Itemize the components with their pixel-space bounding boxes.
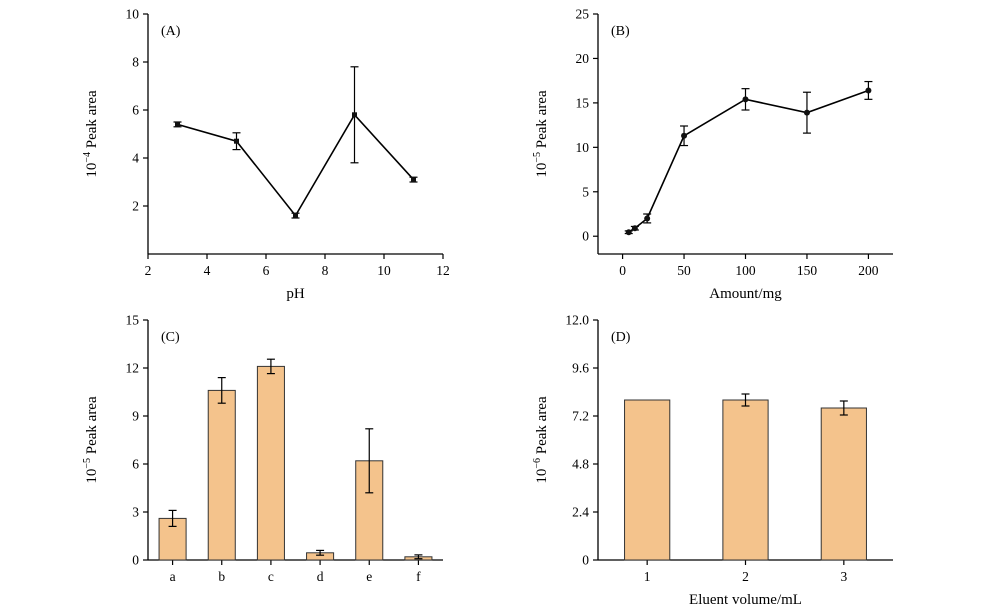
data-line	[177, 113, 415, 218]
y-tick-label: 20	[576, 51, 590, 66]
bar	[820, 407, 867, 561]
y-tick-label: 9.6	[572, 361, 589, 376]
y-tick-label: 10	[126, 7, 140, 22]
y-tick-label: 12	[126, 361, 140, 376]
x-tick-label: 0	[619, 263, 626, 278]
y-tick-label: 5	[582, 184, 589, 199]
data-point	[644, 215, 651, 222]
x-tick-label: 200	[858, 263, 879, 278]
y-tick-label: 25	[576, 7, 590, 22]
panel-label: (A)	[161, 24, 181, 39]
x-axis-label: pH	[286, 286, 305, 302]
x-tick-label: e	[366, 569, 372, 584]
y-tick-label: 0	[582, 229, 589, 244]
x-tick-label: b	[218, 569, 225, 584]
y-tick-label: 6	[132, 457, 139, 472]
y-axis-label: 10−5 Peak area	[82, 396, 100, 484]
x-tick-label: c	[268, 569, 274, 584]
data-point	[411, 177, 416, 183]
y-tick-label: 0	[132, 553, 139, 568]
y-tick-label: 2.4	[572, 505, 589, 520]
y-tick-label: 6	[132, 103, 139, 118]
y-tick-label: 15	[576, 95, 590, 110]
x-tick-label: d	[317, 569, 324, 584]
x-tick-label: 1	[644, 569, 651, 584]
bar	[722, 399, 769, 561]
x-tick-label: 12	[436, 263, 450, 278]
chart-panel-a: 2 4 6 8 10 2 4 6 8 10 12 pH 10−4 Peak area (A)	[82, 7, 450, 303]
y-tick-label: 2	[132, 199, 139, 214]
data-point	[625, 229, 632, 236]
x-tick-label: f	[416, 569, 421, 584]
x-tick-label: a	[170, 569, 176, 584]
x-tick-label: 4	[204, 263, 211, 278]
data-point	[742, 96, 749, 103]
x-tick-label: 150	[797, 263, 818, 278]
panel-label: (C)	[161, 330, 180, 345]
x-axis-label: Amount/mg	[709, 286, 782, 302]
data-point	[175, 121, 180, 127]
y-tick-label: 8	[132, 55, 139, 70]
x-tick-label: 2	[145, 263, 152, 278]
x-tick-label: 3	[840, 569, 847, 584]
data-line	[628, 89, 869, 233]
data-point	[352, 112, 357, 118]
x-tick-label: 2	[742, 569, 749, 584]
y-tick-label: 12.0	[565, 313, 589, 328]
y-axis-label: 10−5 Peak area	[532, 90, 550, 178]
y-tick-label: 9	[132, 409, 139, 424]
data-point	[234, 138, 239, 144]
y-tick-label: 10	[576, 140, 590, 155]
bar	[624, 399, 671, 561]
x-tick-label: 50	[677, 263, 691, 278]
y-tick-label: 15	[126, 313, 140, 328]
y-tick-label: 4.8	[572, 457, 589, 472]
x-tick-label: 8	[322, 263, 329, 278]
x-axis-label: Eluent volume/mL	[689, 592, 802, 608]
y-tick-label: 7.2	[572, 409, 589, 424]
y-tick-label: 4	[132, 151, 139, 166]
chart-panel-b: 0 5 10 15 20 25 0 50 100 150 200 Amount/mg 10−5 Peak…	[532, 7, 893, 302]
chart-panel-d: 0 2.4 4.8 7.2 9.6 12.0 1 2 3 Eluent volume/mL 10−6…	[532, 313, 893, 608]
data-point	[865, 87, 872, 94]
data-point	[681, 132, 688, 139]
y-tick-label: 0	[582, 553, 589, 568]
data-point	[631, 225, 638, 232]
data-point	[803, 109, 810, 116]
x-tick-label: 10	[377, 263, 391, 278]
bar	[256, 365, 285, 561]
y-axis-label: 10−6 Peak area	[532, 396, 550, 484]
bar	[207, 389, 236, 561]
data-point	[293, 213, 298, 219]
panel-label: (B)	[611, 24, 630, 39]
y-axis-label: 10−4 Peak area	[82, 90, 100, 178]
panel-label: (D)	[611, 330, 631, 345]
y-tick-label: 3	[132, 505, 139, 520]
x-tick-label: 6	[263, 263, 270, 278]
x-tick-label: 100	[735, 263, 756, 278]
chart-panel-c: 0 3 6 9 12 15 a b c d e f 10−5 Peak area (C)	[82, 313, 443, 584]
